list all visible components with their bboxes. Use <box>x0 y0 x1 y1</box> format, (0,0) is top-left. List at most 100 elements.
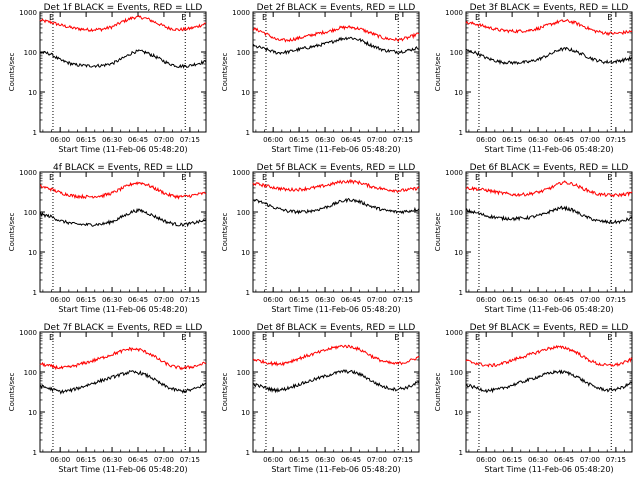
marker-e-label: E <box>181 173 186 182</box>
plot-frame <box>39 331 207 453</box>
plot-frame <box>465 171 633 293</box>
y-tick-label: 10 <box>28 249 37 257</box>
x-axis-label: Start Time (11-Feb-06 05:48:20) <box>484 305 613 314</box>
chart-title: 4f BLACK = Events, RED = LLD <box>53 163 193 173</box>
y-tick-label: 1000 <box>19 169 37 177</box>
plot-frame <box>252 331 420 453</box>
y-tick-label: 100 <box>450 209 463 217</box>
x-tick-label: 06:30 <box>102 296 122 304</box>
x-tick-label: 06:15 <box>76 136 96 144</box>
chart-title: Det 5f BLACK = Events, RED = LLD <box>257 163 416 173</box>
x-tick-label: 06:45 <box>128 296 148 304</box>
events-series-line <box>465 205 633 225</box>
marker-e-label: E <box>49 13 54 22</box>
x-tick-label: 06:30 <box>315 456 335 464</box>
chart-title: Det 8f BLACK = Events, RED = LLD <box>257 323 416 333</box>
chart-panel-7: Det 7f BLACK = Events, RED = LLD 1 10 100 10… <box>8 323 207 474</box>
x-tick-label: 07:00 <box>580 136 600 144</box>
y-tick-label: 1000 <box>19 329 37 337</box>
chart-panel-6: Det 6f BLACK = Events, RED = LLD 1 10 100 10… <box>434 163 633 314</box>
x-tick-label: 06:00 <box>263 136 283 144</box>
events-series-line <box>465 369 633 394</box>
y-axis-label: Counts/sec <box>434 373 442 412</box>
lld-series-line <box>39 346 207 371</box>
x-tick-label: 07:15 <box>180 456 200 464</box>
lld-series-line <box>465 344 633 368</box>
x-tick-label: 06:30 <box>102 456 122 464</box>
y-tick-label: 1 <box>33 129 37 137</box>
x-tick-label: 06:15 <box>76 296 96 304</box>
y-axis-label: Counts/sec <box>8 213 16 252</box>
y-tick-label: 10 <box>241 249 250 257</box>
x-tick-label: 06:00 <box>263 456 283 464</box>
events-series-line <box>39 369 207 395</box>
marker-e-label: E <box>181 13 186 22</box>
plot-frame <box>39 11 207 133</box>
x-tick-label: 06:00 <box>50 456 70 464</box>
x-tick-label: 06:00 <box>263 296 283 304</box>
x-tick-label: 06:30 <box>528 456 548 464</box>
marker-e-label: E <box>394 13 399 22</box>
marker-e-label: E <box>475 13 480 22</box>
x-tick-label: 07:00 <box>154 136 174 144</box>
y-tick-label: 10 <box>454 249 463 257</box>
chart-title: Det 3f BLACK = Events, RED = LLD <box>470 3 629 13</box>
x-tick-label: 07:15 <box>606 456 626 464</box>
events-series-line <box>252 369 420 394</box>
y-tick-label: 10 <box>241 89 250 97</box>
events-series-line <box>39 207 207 228</box>
chart-panel-9: Det 9f BLACK = Events, RED = LLD 1 10 100 10… <box>434 323 633 474</box>
y-tick-label: 100 <box>24 49 37 57</box>
x-tick-label: 06:30 <box>528 136 548 144</box>
x-tick-label: 06:45 <box>341 136 361 144</box>
plot-frame <box>252 171 420 293</box>
x-tick-label: 06:45 <box>554 296 574 304</box>
chart-title: Det 9f BLACK = Events, RED = LLD <box>470 323 629 333</box>
marker-e-label: E <box>262 13 267 22</box>
x-tick-label: 06:15 <box>76 456 96 464</box>
y-tick-label: 1000 <box>19 9 37 17</box>
y-tick-label: 1 <box>459 449 463 457</box>
lld-series-line <box>465 180 633 198</box>
y-tick-label: 1000 <box>445 9 463 17</box>
y-tick-label: 1 <box>33 289 37 297</box>
plot-frame <box>465 11 633 133</box>
y-tick-label: 100 <box>450 369 463 377</box>
marker-e-label: E <box>607 173 612 182</box>
marker-e-label: E <box>394 173 399 182</box>
marker-e-label: E <box>475 173 480 182</box>
x-tick-label: 06:45 <box>341 456 361 464</box>
x-axis-label: Start Time (11-Feb-06 05:48:20) <box>484 145 613 154</box>
y-axis-label: Counts/sec <box>221 53 229 92</box>
chart-panel-8: Det 8f BLACK = Events, RED = LLD 1 10 100 10… <box>221 323 420 474</box>
y-tick-label: 1 <box>33 449 37 457</box>
y-tick-label: 1000 <box>232 329 250 337</box>
x-tick-label: 06:30 <box>102 136 122 144</box>
marker-e-label: E <box>262 333 267 342</box>
y-tick-label: 1000 <box>445 169 463 177</box>
y-tick-label: 1000 <box>445 329 463 337</box>
events-series-line <box>252 36 420 56</box>
events-series-line <box>39 49 207 70</box>
events-series-line <box>465 46 632 66</box>
y-tick-label: 1000 <box>232 169 250 177</box>
y-tick-label: 1 <box>246 129 250 137</box>
y-axis-label: Counts/sec <box>221 373 229 412</box>
x-tick-label: 07:15 <box>606 136 626 144</box>
x-tick-label: 06:00 <box>476 456 496 464</box>
x-tick-label: 06:00 <box>476 136 496 144</box>
marker-e-label: E <box>607 13 612 22</box>
x-tick-label: 06:45 <box>341 296 361 304</box>
marker-e-label: E <box>607 333 612 342</box>
x-tick-label: 06:00 <box>476 296 496 304</box>
y-tick-label: 1 <box>246 449 250 457</box>
chart-panel-2: Det 2f BLACK = Events, RED = LLD 1 10 100 10… <box>221 3 420 154</box>
x-tick-label: 06:30 <box>315 136 335 144</box>
x-tick-label: 07:15 <box>393 296 413 304</box>
y-tick-label: 100 <box>450 49 463 57</box>
marker-e-label: E <box>475 333 480 342</box>
chart-panel-3: Det 3f BLACK = Events, RED = LLD 1 10 100 10… <box>434 3 633 154</box>
y-tick-label: 1 <box>246 289 250 297</box>
y-tick-label: 1 <box>459 289 463 297</box>
